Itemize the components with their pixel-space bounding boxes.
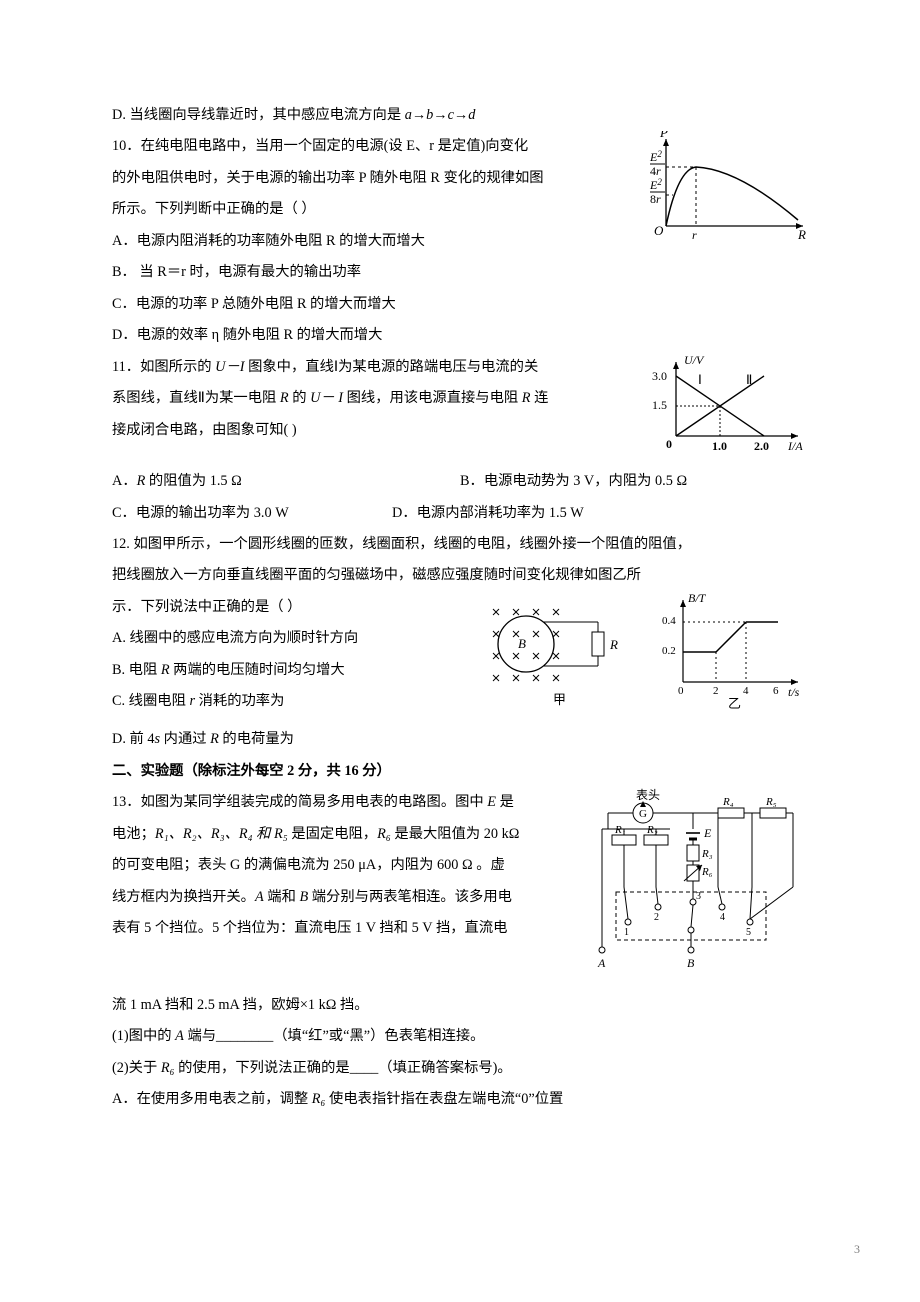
q10-option-b: B． 当 R＝r 时，电源有最大的输出功率 — [112, 257, 808, 288]
q10-figure: P R O E2 4r E2 8r r — [648, 131, 808, 253]
q11-option-b: B．电源电动势为 3 V，内阻为 0.5 Ω — [460, 466, 808, 497]
svg-text:A: A — [597, 956, 606, 970]
q12-figure-b: B/T t/s 0.2 0.4 0 2 4 6 乙 — [658, 592, 808, 724]
svg-text:E2: E2 — [649, 149, 662, 164]
svg-text:2: 2 — [654, 912, 659, 923]
q11-x0: 0 — [666, 437, 672, 451]
svg-text:0.4: 0.4 — [662, 615, 676, 627]
svg-text:4: 4 — [720, 912, 725, 923]
svg-text:1: 1 — [624, 927, 629, 938]
svg-text:R₃: R₃ — [701, 848, 713, 860]
svg-text:2: 2 — [713, 685, 719, 697]
q13-figure: 表头 G R₁ R₂ R₄ — [588, 787, 808, 989]
svg-text:t/s: t/s — [788, 685, 800, 699]
svg-text:R₆: R₆ — [701, 866, 713, 878]
q13-sub2: (2)关于 R₆ 的使用，下列说法正确的是____（填正确答案标号)。 — [112, 1053, 808, 1084]
q11-x-label: I/A — [787, 439, 803, 453]
q9d-tail: a→b→c→d — [405, 107, 476, 123]
q11-figure: U/V I/A 3.0 1.5 0 1.0 2.0 Ⅰ Ⅱ — [648, 354, 808, 466]
svg-text:E: E — [703, 826, 712, 840]
svg-text:B: B — [518, 636, 526, 651]
q13-sub1: (1)图中的 A 端与________（填“红”或“黑”）色表笔相连接。 — [112, 1021, 808, 1052]
q12-stem-1: 12. 如图甲所示，一个圆形线圈的匝数，线圈面积，线圈的电阻，线圈外接一个阻值的… — [112, 529, 808, 560]
q11-label-2: Ⅱ — [746, 372, 752, 387]
q10-y-label: P — [659, 131, 668, 140]
svg-text:4: 4 — [743, 685, 749, 697]
svg-text:表头: 表头 — [636, 788, 660, 802]
svg-text:E2: E2 — [649, 177, 662, 192]
q11-y-label: U/V — [684, 354, 705, 367]
page-number: 3 — [854, 1236, 860, 1262]
svg-text:甲: 甲 — [553, 692, 566, 707]
q10-tick-r: r — [692, 228, 697, 241]
svg-text:O: O — [654, 223, 664, 238]
q11-y15: 1.5 — [652, 398, 667, 412]
q10-x-label: R — [797, 227, 806, 241]
q13-sub2-a: A．在使用多用电表之前，调整 R₆ 使电表指针指在表盘左端电流“0”位置 — [112, 1084, 808, 1115]
q11-y3: 3.0 — [652, 369, 667, 383]
q11-x2: 2.0 — [754, 439, 769, 453]
q9-option-d: D. 当线圈向导线靠近时，其中感应电流方向是 a→b→c→d — [112, 100, 808, 131]
q11-option-a: A．R 的阻值为 1.5 Ω — [112, 466, 460, 497]
q10-y1-frac: E2 4r — [649, 149, 665, 178]
q12-figure-a: B R 甲 — [478, 592, 648, 724]
svg-text:3: 3 — [696, 891, 701, 902]
q13-stem-6: 流 1 mA 挡和 2.5 mA 挡，欧姆×1 kΩ 挡。 — [112, 990, 808, 1021]
q11-options-row2: C．电源的输出功率为 3.0 W D．电源内部消耗功率为 1.5 W — [112, 498, 808, 529]
q11-options-row1: A．R 的阻值为 1.5 Ω B．电源电动势为 3 V，内阻为 0.5 Ω — [112, 466, 808, 497]
q12-option-d: D. 前 4s 内通过 R 的电荷量为 — [112, 724, 808, 755]
section2-header: 二、实验题（除标注外每空 2 分，共 16 分） — [112, 756, 808, 787]
svg-text:R₅: R₅ — [765, 796, 777, 808]
svg-text:B: B — [687, 956, 695, 970]
svg-text:R₄: R₄ — [722, 796, 734, 808]
q11-label-1: Ⅰ — [698, 372, 702, 387]
q12-stem-2: 把线圈放入一方向垂直线圈平面的匀强磁场中，磁感应强度随时间变化规律如图乙所 — [112, 560, 808, 591]
svg-text:G: G — [639, 808, 647, 820]
q11-option-d: D．电源内部消耗功率为 1.5 W — [392, 498, 584, 529]
svg-text:0.2: 0.2 — [662, 645, 676, 657]
svg-text:5: 5 — [746, 927, 751, 938]
svg-text:6: 6 — [773, 685, 779, 697]
svg-text:R: R — [609, 637, 618, 652]
q10-option-d: D．电源的效率 η 随外电阻 R 的增大而增大 — [112, 320, 808, 351]
q10-curve — [666, 167, 798, 226]
svg-text:8r: 8r — [650, 192, 661, 206]
svg-text:0: 0 — [678, 685, 684, 697]
q10-option-c: C．电源的功率 P 总随外电阻 R 的增大而增大 — [112, 289, 808, 320]
q10-y2-frac: E2 8r — [649, 177, 665, 206]
svg-text:4r: 4r — [650, 164, 661, 178]
svg-text:乙: 乙 — [728, 696, 741, 711]
q9d-text: D. 当线圈向导线靠近时，其中感应电流方向是 — [112, 107, 405, 123]
svg-text:B/T: B/T — [688, 592, 707, 605]
q11-x1: 1.0 — [712, 439, 727, 453]
q11-option-c: C．电源的输出功率为 3.0 W — [112, 498, 392, 529]
